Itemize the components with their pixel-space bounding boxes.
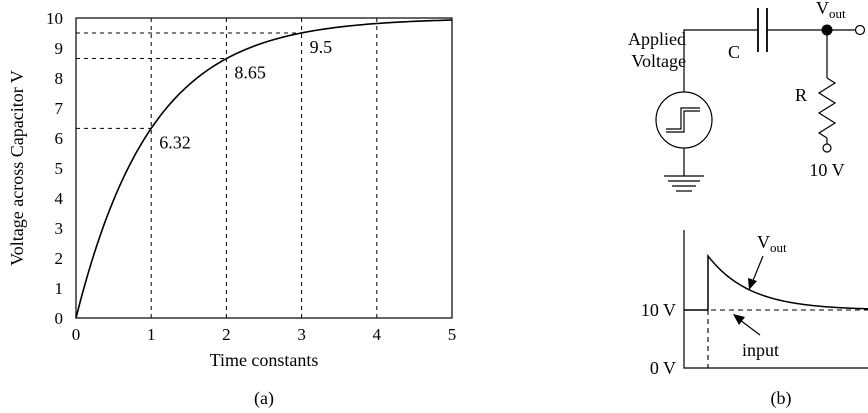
- x-axis-label: Time constants: [210, 350, 319, 370]
- panel-b-waveform: 10 V 0 V Vout input (b): [641, 230, 868, 409]
- bias-voltage-label: 10 V: [809, 160, 844, 180]
- level-10v-label: 10 V: [641, 300, 676, 320]
- step-glyph: [666, 107, 700, 130]
- charging-curve: [75, 19, 453, 319]
- x-tick-label: 5: [448, 325, 457, 344]
- annotation-label: 9.5: [310, 37, 333, 57]
- source-top-wire: [683, 29, 758, 92]
- chart-grid: [150, 18, 378, 318]
- applied-voltage-label-2: Voltage: [631, 51, 686, 71]
- y-tick-label: 0: [55, 309, 64, 328]
- panel-b-caption: (b): [771, 388, 792, 409]
- x-tick-label: 3: [297, 325, 306, 344]
- y-tick-labels: 0 1 2 3 4 5 6 7 8 9 10: [46, 9, 64, 328]
- x-tick-label: 0: [72, 325, 81, 344]
- annotation-label: 6.32: [159, 132, 191, 152]
- capacitor-label: C: [728, 42, 740, 62]
- y-tick-label: 10: [46, 9, 63, 28]
- y-tick-label: 1: [55, 279, 64, 298]
- output-terminal: [854, 24, 866, 36]
- vout-arrowhead: [748, 278, 757, 290]
- input-label: input: [742, 340, 779, 360]
- x-tick-label: 4: [373, 325, 382, 344]
- panel-a-chart: 0 1 2 3 4 5 0 1 2 3 4 5 6 7 8 9 10 6.32 8.65 9.5 Time con…: [7, 9, 456, 409]
- resistor-zigzag: [817, 77, 837, 139]
- bias-terminal: [822, 143, 832, 153]
- y-tick-label: 8: [55, 69, 64, 88]
- applied-voltage-label: Applied: [628, 29, 686, 49]
- step-glyph-inner: [666, 110, 700, 133]
- vout-pointer-arrow: [751, 255, 764, 284]
- x-tick-label: 2: [222, 325, 231, 344]
- x-tick-labels: 0 1 2 3 4 5: [72, 325, 457, 344]
- y-tick-label: 4: [55, 189, 64, 208]
- input-arrowhead: [733, 314, 745, 325]
- input-pointer-arrow: [739, 319, 761, 336]
- level-0v-label: 0 V: [650, 358, 676, 378]
- resistor-label: R: [795, 85, 807, 105]
- panel-a-caption: (a): [254, 388, 274, 409]
- y-tick-label: 2: [55, 249, 64, 268]
- y-tick-label: 9: [55, 39, 64, 58]
- y-tick-label: 3: [55, 219, 64, 238]
- waveform-vout-label: Vout: [757, 232, 787, 255]
- panel-b-circuit: Applied Voltage C Vout R 10 V: [628, 0, 866, 192]
- annotation-label: 8.65: [234, 63, 266, 83]
- vout-label: Vout: [816, 0, 846, 21]
- waveform-axes: [683, 230, 868, 369]
- y-tick-label: 6: [55, 129, 64, 148]
- ground-icon: [664, 175, 704, 192]
- y-tick-label: 5: [55, 159, 64, 178]
- y-axis-label: Voltage across Capacitor V: [7, 70, 27, 266]
- plot-frame: [75, 17, 453, 319]
- x-tick-label: 1: [147, 325, 156, 344]
- vout-decay-curve: [707, 253, 868, 310]
- curve-annotations: 6.32 8.65 9.5: [159, 37, 332, 152]
- y-tick-label: 7: [55, 99, 64, 118]
